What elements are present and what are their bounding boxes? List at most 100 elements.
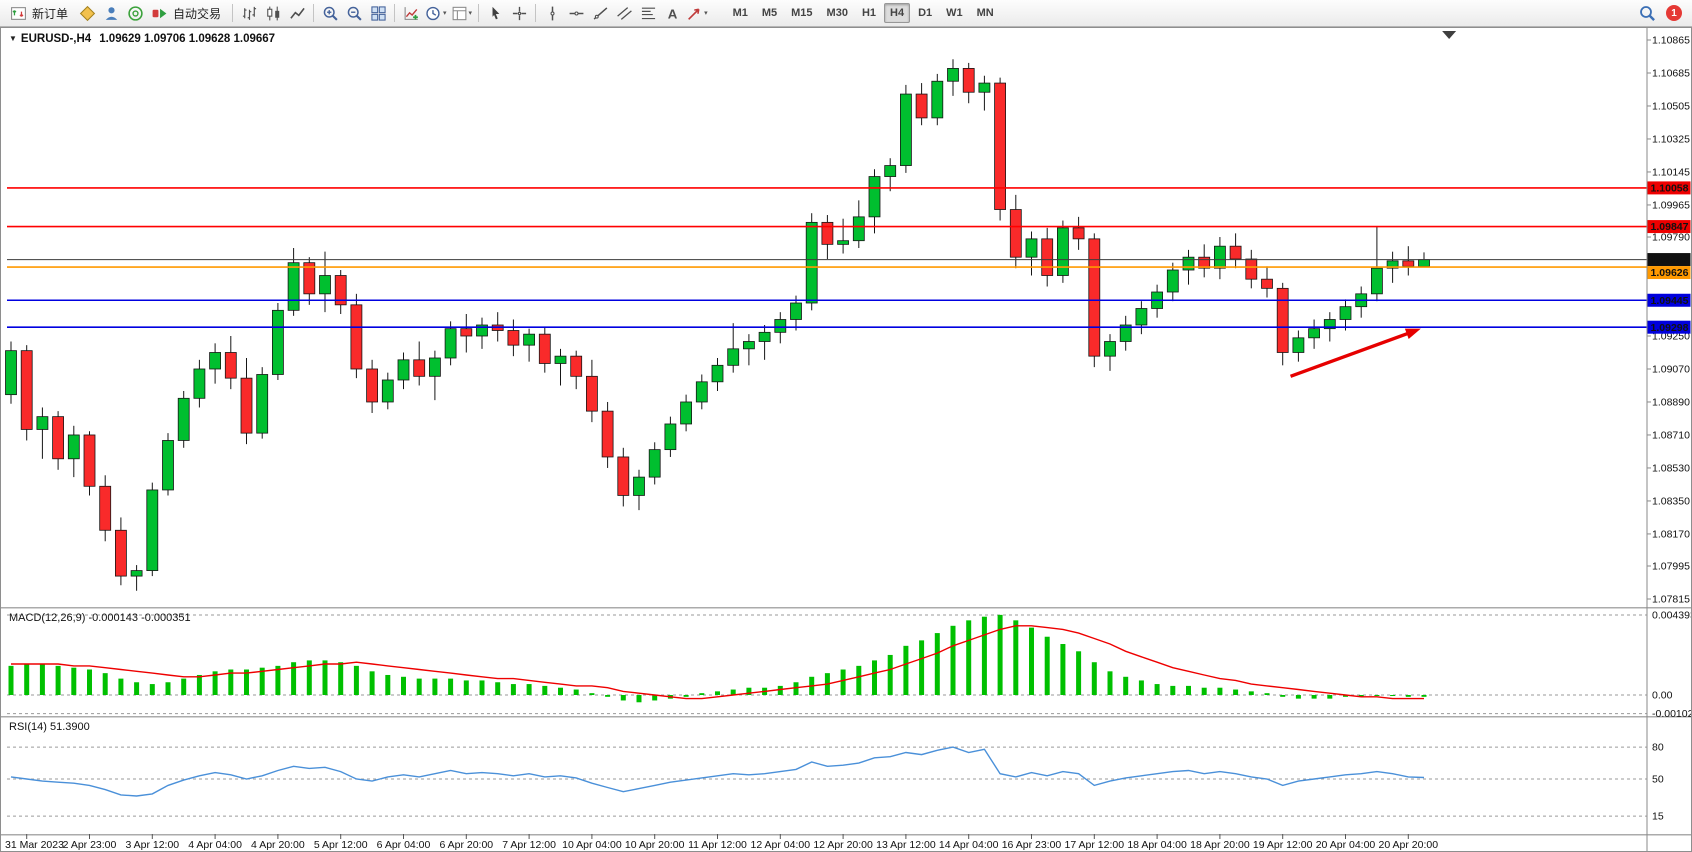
macd-histogram-bar — [981, 616, 987, 695]
timeframe-h1-button[interactable]: H1 — [861, 7, 877, 19]
time-tick-label: 10 Apr 20:00 — [625, 839, 685, 851]
symbols-button[interactable] — [76, 2, 98, 24]
macd-histogram-bar — [306, 660, 312, 695]
timeframe-m15-button[interactable]: M15 — [791, 7, 813, 19]
rsi-indicator-label: RSI(14) 51.3900 — [9, 721, 90, 733]
indicators-button[interactable] — [400, 2, 422, 24]
macd-histogram-bar — [542, 685, 548, 695]
candle-body-up — [271, 309, 284, 375]
macd-histogram-bar — [872, 660, 877, 695]
chart-candles-button[interactable] — [262, 2, 284, 24]
timeframe-m5-button[interactable]: M5 — [761, 7, 778, 19]
timeframe-m30-button[interactable]: M30 — [826, 7, 848, 19]
chart-title: ▼ EURUSD-,H4 1.09629 1.09706 1.09628 1.096… — [9, 33, 275, 45]
candle-body-down — [350, 304, 363, 370]
tile-windows-button[interactable] — [367, 2, 389, 24]
text-label-icon: A — [667, 6, 677, 21]
channel-button[interactable] — [613, 2, 635, 24]
macd-histogram-bar — [683, 695, 689, 697]
macd-histogram-bar — [1358, 695, 1364, 697]
candle-body-up — [648, 449, 661, 478]
candle-body-up — [523, 333, 535, 346]
new-order-label[interactable]: 新订单 — [32, 6, 69, 21]
timeframe-h4-button[interactable]: H4 — [884, 3, 911, 23]
periods-button[interactable]: ▾ — [424, 2, 448, 24]
chart-shift-marker-icon[interactable] — [1442, 31, 1457, 39]
search-button[interactable] — [1636, 2, 1658, 24]
candle-body-up — [1057, 227, 1069, 276]
horizontal-line-button[interactable] — [565, 2, 587, 24]
price-tag-1.09626[interactable]: 1.09626 — [1647, 266, 1691, 279]
chart-ohlc-values: 1.09629 1.09706 1.09628 1.09667 — [99, 33, 276, 45]
fibonacci-button[interactable] — [637, 2, 659, 24]
symbol-dropdown-caret[interactable]: ▼ — [9, 34, 17, 43]
macd-histogram-bar — [165, 682, 171, 695]
svg-text:1.09445: 1.09445 — [1651, 295, 1689, 307]
candle-body-up — [319, 275, 331, 295]
svg-text:1.10058: 1.10058 — [1651, 183, 1689, 195]
time-tick-label: 18 Apr 04:00 — [1127, 839, 1187, 851]
community-button[interactable] — [124, 2, 146, 24]
candle-body-up — [978, 82, 991, 93]
profile-icon — [105, 6, 117, 20]
macd-histogram-bar — [228, 669, 234, 695]
price-tick-label: 1.09070 — [1652, 363, 1690, 375]
candle-body-down — [83, 434, 96, 487]
macd-histogram-bar — [1170, 685, 1176, 695]
autotrade-icon — [152, 8, 166, 18]
candle-body-down — [1261, 278, 1273, 289]
chart-line-button[interactable] — [286, 2, 308, 24]
vertical-line-button[interactable] — [541, 2, 563, 24]
macd-histogram-bar — [1390, 695, 1396, 696]
price-tag-1.09667[interactable]: 1.09667 — [1647, 253, 1691, 266]
panel-separator[interactable] — [1, 716, 1691, 718]
profile-button[interactable] — [100, 2, 122, 24]
notification-badge[interactable]: 1 — [1666, 5, 1682, 21]
candle-body-down — [115, 529, 127, 577]
price-tag-1.09298[interactable]: 1.09298 — [1647, 320, 1691, 334]
timeframe-w1-button[interactable]: W1 — [946, 7, 963, 19]
macd-histogram-bar — [432, 678, 438, 695]
candle-body-up — [868, 176, 881, 218]
candle-body-up — [428, 357, 441, 377]
candle-body-down — [99, 485, 112, 531]
timeframe-mn-button[interactable]: MN — [976, 7, 994, 19]
panel-separator[interactable] — [1, 607, 1691, 609]
time-tick-label: 31 Mar 2023 — [5, 839, 64, 851]
macd-histogram-bar — [840, 669, 846, 695]
candle-body-up — [1418, 259, 1430, 267]
timeframe-d1-button[interactable]: D1 — [918, 7, 933, 19]
candle-body-down — [1072, 227, 1085, 240]
price-tag-1.10058[interactable]: 1.10058 — [1647, 181, 1691, 195]
svg-text:1.09626: 1.09626 — [1651, 267, 1689, 279]
zoom-in-button[interactable] — [319, 2, 341, 24]
macd-histogram-bar — [322, 660, 328, 695]
arrow-annotation[interactable] — [1289, 328, 1421, 378]
cursor-button[interactable] — [484, 2, 506, 24]
new-order-button[interactable] — [7, 2, 29, 24]
text-label-button[interactable]: A — [661, 2, 683, 24]
trendline-button[interactable] — [589, 2, 611, 24]
macd-histogram-bar — [1138, 680, 1144, 695]
price-tag-1.09445[interactable]: 1.09445 — [1647, 293, 1691, 307]
macd-histogram-bar — [181, 678, 187, 695]
arrow-object-button[interactable]: ▾ — [685, 2, 709, 24]
price-tag-1.09847[interactable]: 1.09847 — [1647, 220, 1691, 233]
templates-button[interactable]: ▾ — [450, 2, 474, 24]
panel-separator[interactable] — [1, 834, 1691, 836]
timeframe-m1-button[interactable]: M1 — [732, 7, 748, 19]
price-chart[interactable]: 1.10865 1.10685 1.10505 1.10325 1.10145 1.099… — [1, 28, 1691, 851]
zoom-out-button[interactable] — [343, 2, 365, 24]
candle-body-down — [1198, 256, 1211, 269]
auto-trading-label[interactable]: 自动交易 — [173, 6, 222, 21]
macd-histogram-bar — [39, 664, 45, 695]
price-axis[interactable]: 1.10865 1.10685 1.10505 1.10325 1.10145 1.099… — [1646, 28, 1691, 851]
candle-body-up — [1182, 256, 1195, 271]
autotrade-button[interactable] — [148, 2, 170, 24]
rsi-scale-label: 80 — [1652, 742, 1664, 754]
crosshair-button[interactable] — [508, 2, 530, 24]
candle-body-up — [162, 440, 174, 491]
chart-bars-button[interactable] — [238, 2, 260, 24]
timeframe-group: M1 M5 M15 M30 H1 H4 D1 W1 MN — [726, 3, 1001, 23]
